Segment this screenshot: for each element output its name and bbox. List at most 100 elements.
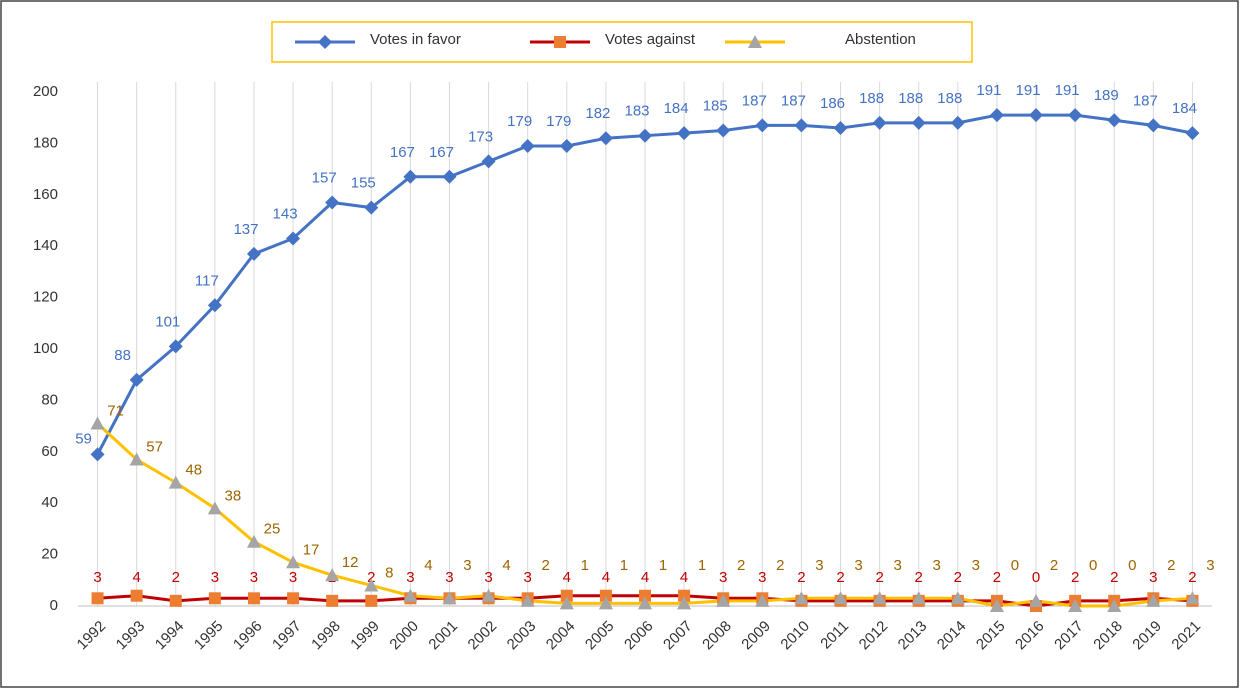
data-point xyxy=(403,169,418,184)
data-label: 1 xyxy=(620,557,628,574)
data-point xyxy=(794,118,809,133)
data-point xyxy=(442,591,457,605)
legend-label: Votes against xyxy=(605,31,696,48)
legend-label: Abstention xyxy=(845,31,916,48)
data-point xyxy=(599,589,612,602)
data-label: 0 xyxy=(1089,557,1097,574)
y-tick-label: 20 xyxy=(41,546,58,563)
data-point xyxy=(287,592,300,605)
data-point xyxy=(246,534,261,548)
data-point xyxy=(1107,113,1122,128)
data-point xyxy=(246,246,261,261)
data-point xyxy=(1146,593,1161,607)
data-label: 2 xyxy=(1110,569,1118,586)
data-label: 101 xyxy=(155,313,180,330)
data-point xyxy=(911,115,926,130)
data-label: 184 xyxy=(1172,100,1197,117)
data-point xyxy=(364,578,379,592)
data-label: 3 xyxy=(933,557,941,574)
data-point xyxy=(677,596,692,610)
data-label: 3 xyxy=(406,569,414,586)
data-point xyxy=(365,594,378,607)
data-label: 3 xyxy=(758,569,766,586)
data-point xyxy=(169,594,182,607)
data-point xyxy=(91,592,104,605)
data-label: 167 xyxy=(429,144,454,161)
data-point xyxy=(989,108,1004,123)
data-label: 185 xyxy=(703,98,728,115)
data-point xyxy=(833,591,848,605)
data-label: 2 xyxy=(367,569,375,586)
data-point xyxy=(794,591,809,605)
data-label: 3 xyxy=(289,569,297,586)
y-tick-label: 100 xyxy=(33,340,58,357)
data-point xyxy=(129,452,144,466)
data-point xyxy=(1185,591,1200,605)
legend-label: Votes in favor xyxy=(370,31,461,48)
data-point xyxy=(1029,108,1044,123)
data-label: 3 xyxy=(524,569,532,586)
data-point xyxy=(520,593,535,607)
data-label: 187 xyxy=(1133,92,1158,109)
data-label: 0 xyxy=(1032,569,1040,586)
data-label: 167 xyxy=(390,144,415,161)
data-label: 191 xyxy=(1016,82,1041,99)
data-label: 17 xyxy=(303,541,320,558)
data-label: 2 xyxy=(954,569,962,586)
data-label: 2 xyxy=(1167,557,1175,574)
data-label: 88 xyxy=(114,347,131,364)
data-label: 3 xyxy=(893,557,901,574)
data-point xyxy=(1068,599,1083,612)
y-tick-label: 0 xyxy=(50,597,58,614)
data-label: 143 xyxy=(273,205,298,222)
legend-marker xyxy=(748,35,762,48)
data-label: 186 xyxy=(820,95,845,112)
data-label: 3 xyxy=(463,557,471,574)
data-point xyxy=(716,123,731,138)
data-label: 3 xyxy=(211,569,219,586)
y-tick-label: 60 xyxy=(41,443,58,460)
data-point xyxy=(1107,599,1122,612)
data-point xyxy=(598,131,613,146)
data-point xyxy=(833,120,848,135)
data-point xyxy=(950,115,965,130)
y-tick-label: 80 xyxy=(41,391,58,408)
data-label: 157 xyxy=(312,169,337,186)
data-point xyxy=(559,138,574,153)
data-label: 59 xyxy=(75,430,92,447)
y-tick-label: 180 xyxy=(33,134,58,151)
data-point xyxy=(247,592,260,605)
data-label: 0 xyxy=(1011,557,1019,574)
data-point xyxy=(1068,108,1083,123)
data-point xyxy=(678,589,691,602)
data-label: 38 xyxy=(225,487,242,504)
data-label: 3 xyxy=(972,557,980,574)
data-label: 1 xyxy=(659,557,667,574)
data-label: 48 xyxy=(185,462,202,479)
data-label: 4 xyxy=(641,569,649,586)
data-point xyxy=(911,591,926,605)
data-point xyxy=(442,169,457,184)
data-point xyxy=(755,593,770,607)
data-point xyxy=(520,138,535,153)
data-label: 188 xyxy=(898,90,923,107)
data-label: 2 xyxy=(836,569,844,586)
data-point xyxy=(872,591,887,605)
data-point xyxy=(286,555,301,569)
data-point xyxy=(364,200,379,215)
data-label: 3 xyxy=(815,557,823,574)
data-label: 2 xyxy=(776,557,784,574)
data-point xyxy=(90,416,105,430)
data-point xyxy=(325,568,340,582)
data-point xyxy=(168,475,183,489)
data-label: 182 xyxy=(585,105,610,122)
data-point xyxy=(598,596,613,610)
data-label: 187 xyxy=(781,92,806,109)
y-tick-label: 40 xyxy=(41,494,58,511)
data-point xyxy=(716,593,731,607)
data-label: 2 xyxy=(172,569,180,586)
data-label: 189 xyxy=(1094,87,1119,104)
data-label: 2 xyxy=(542,557,550,574)
data-point xyxy=(638,596,652,610)
